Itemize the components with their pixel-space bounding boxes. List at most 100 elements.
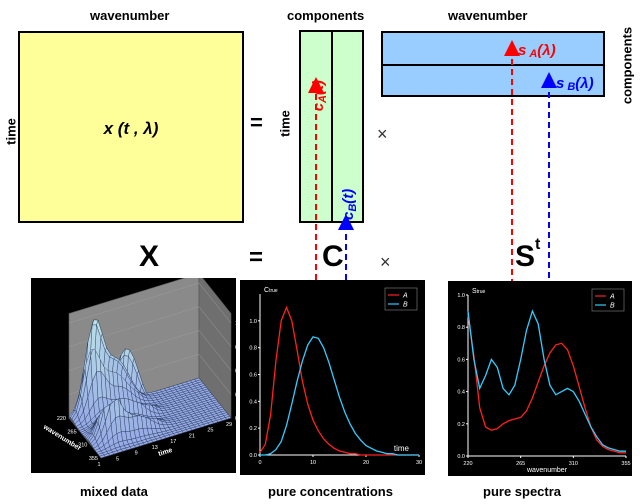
y-tick-label: 0.8 <box>249 346 257 352</box>
caption-mixed: mixed data <box>80 484 148 499</box>
x-tick-label: 0 <box>258 460 261 466</box>
y-tick-label: 0.2 <box>249 426 257 432</box>
time-tick-label: 13 <box>152 445 158 451</box>
wavenumber-label-right: wavenumber <box>448 8 528 23</box>
wavenumber-label-left: wavenumber <box>90 8 170 23</box>
z-tick-label: 0.9 <box>235 345 236 351</box>
ca-sub: A <box>317 95 329 104</box>
time-tick-label: 9 <box>135 451 138 457</box>
cb-sub: B <box>347 204 359 212</box>
legend-label: A <box>609 294 615 301</box>
z-tick-label: 1.2 <box>235 321 236 327</box>
surface-time-label: time <box>158 447 174 458</box>
y-tick-label: 1.0 <box>457 293 465 299</box>
z-tick-label: 0.6 <box>235 369 236 375</box>
sa-label: s A(λ) <box>518 42 556 60</box>
y-tick-label: 0.0 <box>249 453 257 459</box>
y-tick-label: 0.2 <box>457 422 465 428</box>
caption-spectra: pure spectra <box>483 484 562 499</box>
x-tick-label: 10 <box>310 460 316 466</box>
sb-sub: B <box>567 81 575 93</box>
x-tick-label: 220 <box>463 461 472 467</box>
matrix-x-label: x (t , λ) <box>20 119 242 139</box>
wavenumber-tick-label: 310 <box>78 443 87 449</box>
x-tick-label: 310 <box>569 461 578 467</box>
eq-s-base: S <box>515 240 536 273</box>
matrix-st-divider <box>383 64 603 66</box>
matrix-x-var: x <box>103 119 114 138</box>
times-top: × <box>377 124 388 144</box>
surface-patch <box>68 409 76 418</box>
sa-arg: (λ) <box>537 42 555 59</box>
chart-title-sub: true <box>269 288 278 294</box>
legend-label: B <box>403 302 408 309</box>
chart-title-sub: true <box>477 289 486 295</box>
wavenumber-tick-label: 220 <box>57 416 66 422</box>
series-line-A <box>259 305 419 456</box>
cb-label: cB(t) <box>340 189 359 220</box>
series-line-B <box>467 309 626 452</box>
legend-box <box>384 287 418 311</box>
x-tick-label: 20 <box>363 460 369 466</box>
components-label-top: components <box>287 8 365 23</box>
time-tick-label: 1 <box>97 462 100 468</box>
concentration-chart: 0.0 0.2 0.4 0.6 0.8 1.0 0 10 20 30 Ctrue time AB <box>240 280 425 475</box>
wavenumber-tick-label: 355 <box>89 456 98 462</box>
legend-label: A <box>402 293 408 300</box>
matrix-st <box>381 31 605 97</box>
x-tick-label: 265 <box>516 461 525 467</box>
time-tick-label: 17 <box>170 439 176 445</box>
ca-label: cA(t) <box>310 80 329 111</box>
matrix-x: x (t , λ) <box>18 31 244 223</box>
y-tick-label: 0.6 <box>457 357 465 363</box>
chart-title: Ctrue <box>264 287 278 294</box>
y-tick-label: 0.6 <box>249 373 257 379</box>
series-line-A <box>467 314 626 454</box>
legend-box <box>591 288 625 312</box>
eq-s-sup: t <box>535 236 541 253</box>
legend-label: B <box>610 303 615 310</box>
x-tick-label: 355 <box>621 461 630 467</box>
time-tick-label: 5 <box>116 456 119 462</box>
sb-label: s B(λ) <box>556 75 594 93</box>
time-tick-label: 21 <box>189 433 195 439</box>
matrix-c-divider <box>331 32 333 221</box>
chart-title: Strue <box>472 288 486 295</box>
eq-equals: = <box>249 244 264 271</box>
sa-base: s <box>518 42 526 59</box>
x-axis-label: wavenumber <box>526 467 568 474</box>
z-tick-label: 0.3 <box>235 392 236 398</box>
surface-wavenumber-label: wavenumber <box>41 423 82 452</box>
series-line-B <box>260 336 419 456</box>
y-tick-label: 0.4 <box>457 390 465 396</box>
ca-base: c <box>310 102 327 111</box>
sb-base: s <box>556 75 564 92</box>
matrix-x-args: (t , λ) <box>117 119 159 138</box>
eq-x: X <box>139 240 160 273</box>
eq-c: C <box>322 240 344 273</box>
y-tick-label: 0.4 <box>249 399 257 405</box>
x-axis-label: time <box>394 444 410 453</box>
time-tick-label: 25 <box>207 428 213 434</box>
sb-arg: (λ) <box>575 75 593 92</box>
equals-top: = <box>250 110 263 135</box>
wavenumber-tick-label: 265 <box>67 429 76 435</box>
caption-conc: pure concentrations <box>268 484 393 499</box>
surface-gridline <box>68 306 232 347</box>
cb-base: c <box>340 211 357 220</box>
surface-gridline <box>68 282 232 324</box>
y-tick-label: 0.8 <box>457 325 465 331</box>
spectra-chart: 0.0 0.2 0.4 0.6 0.8 1.0 220 265 310 355 Strue waven… <box>448 281 632 476</box>
z-tick-label: 0.0 <box>235 416 236 422</box>
y-tick-label: 0.0 <box>457 454 465 460</box>
eq-s: St <box>515 236 540 274</box>
y-tick-label: 1.0 <box>249 319 257 325</box>
eq-times: × <box>380 252 391 272</box>
x-tick-label: 30 <box>416 460 422 466</box>
ca-arg: (t) <box>310 80 327 95</box>
sa-sub: A <box>528 48 537 60</box>
matrix-c <box>299 30 364 223</box>
time-tick-label: 29 <box>226 422 232 428</box>
cb-arg: (t) <box>340 189 357 204</box>
